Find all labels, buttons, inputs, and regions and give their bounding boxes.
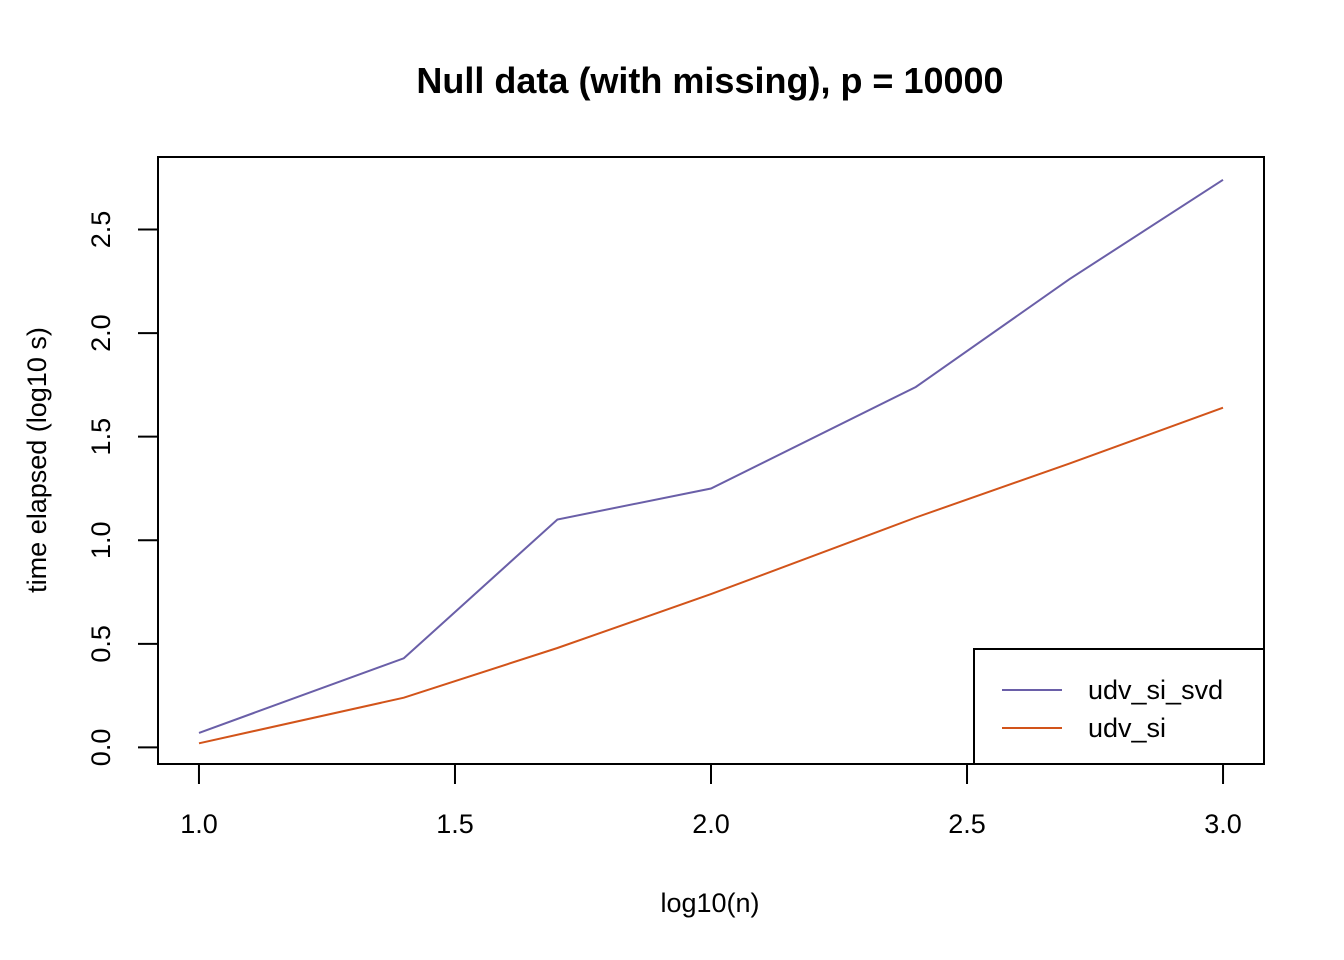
y-tick-label: 1.5 — [86, 418, 116, 456]
chart-title: Null data (with missing), p = 10000 — [416, 60, 1003, 101]
x-tick-label: 2.0 — [692, 809, 730, 839]
x-tick-label: 1.0 — [180, 809, 218, 839]
series-line-udv_si — [198, 406, 1224, 745]
y-tick-label: 2.0 — [86, 314, 116, 352]
y-tick-label: 0.0 — [86, 729, 116, 767]
y-tick-label: 2.5 — [86, 211, 116, 249]
series-line-udv_si_svd — [198, 178, 1224, 734]
legend-box — [973, 648, 1265, 765]
y-axis-label: time elapsed (log10 s) — [22, 327, 52, 593]
x-tick-label: 2.5 — [948, 809, 986, 839]
x-axis-label: log10(n) — [660, 888, 759, 918]
x-tick-label: 3.0 — [1204, 809, 1242, 839]
legend-label: udv_si_svd — [1088, 675, 1223, 705]
y-tick-label: 0.5 — [86, 625, 116, 663]
x-tick-label: 1.5 — [436, 809, 474, 839]
legend-label: udv_si — [1088, 713, 1166, 743]
y-tick-label: 1.0 — [86, 521, 116, 559]
